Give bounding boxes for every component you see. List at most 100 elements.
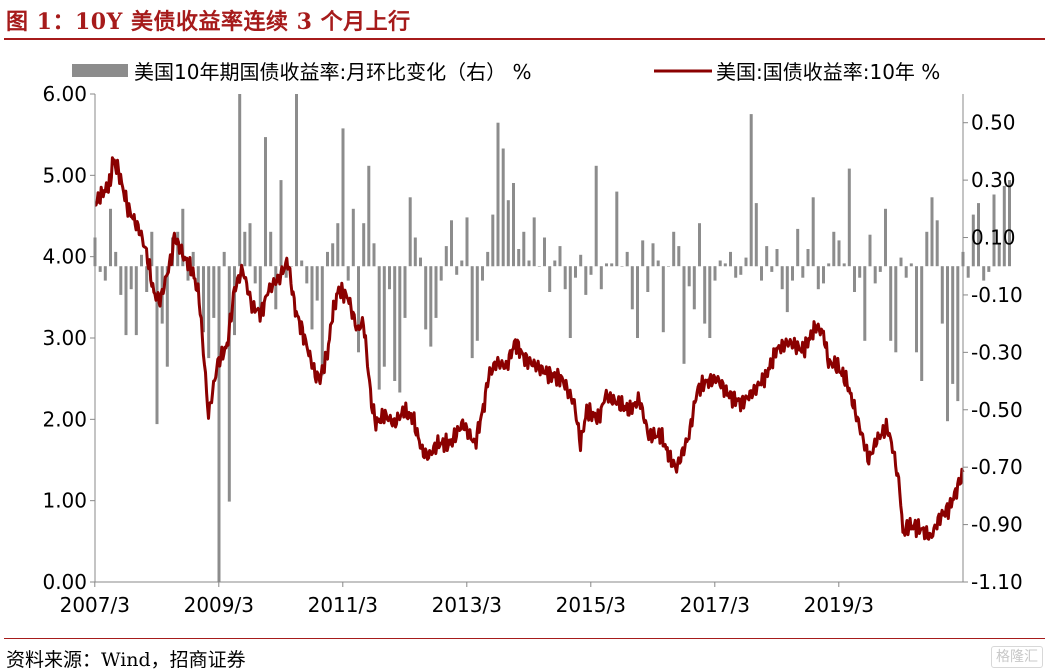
bar-mark <box>713 266 717 281</box>
bar-mark <box>584 266 588 295</box>
bar-mark <box>915 266 918 353</box>
bar-mark <box>878 266 882 272</box>
bar-mark <box>346 266 350 281</box>
y-left-tick-label: 5.00 <box>42 163 87 187</box>
bar-mark <box>925 231 929 267</box>
bar-mark <box>98 266 102 272</box>
bar-mark <box>119 266 123 295</box>
bar-mark <box>574 266 577 278</box>
bar-mark <box>470 266 474 359</box>
bar-mark <box>227 266 231 502</box>
bar-mark <box>393 266 397 381</box>
bar-mark <box>310 266 314 330</box>
bar-mark <box>506 200 510 267</box>
bar-mark <box>419 257 422 267</box>
footer-divider <box>4 638 1045 639</box>
title-divider <box>4 38 1045 40</box>
y-right-tick-label: 0.10 <box>971 226 1016 250</box>
chart-area: 0.00 1.00 2.00 3.00 4.00 5.00 6.00 0.50 0.30 0.10… <box>42 60 1023 617</box>
bar-mark <box>377 266 381 390</box>
bar-mark <box>181 208 185 267</box>
y-left-tick-label: 1.00 <box>42 489 87 513</box>
bar-mark <box>527 260 531 267</box>
bar-mark <box>403 266 407 318</box>
bar-mark <box>269 231 273 267</box>
bar-mark <box>636 266 639 338</box>
y-right-tick-label: -1.10 <box>971 570 1023 594</box>
bar-mark <box>589 266 593 275</box>
bar-mark <box>971 214 975 267</box>
bar-mark <box>884 208 887 267</box>
bar-mark <box>765 246 769 267</box>
bar-mark <box>537 266 541 267</box>
bar-mark <box>646 266 650 292</box>
bar-mark <box>909 263 913 267</box>
bar-mark <box>620 266 624 267</box>
bar-mark <box>796 228 800 267</box>
bar-mark <box>429 266 433 347</box>
bar-mark <box>233 266 236 336</box>
bar-mark <box>889 266 893 341</box>
bar-mark <box>837 240 841 267</box>
x-tick-label: 2015/3 <box>556 593 626 617</box>
y-right-tick-label: -0.50 <box>971 398 1023 422</box>
y-right-tick-label: -0.70 <box>971 455 1023 479</box>
bar-mark <box>1002 185 1006 267</box>
bar-mark <box>656 260 660 267</box>
bar-mark <box>465 217 469 267</box>
bar-mark <box>475 266 479 341</box>
bar-mark <box>424 266 428 330</box>
bar-mark <box>124 266 128 336</box>
bar-mark <box>661 266 665 333</box>
bar-mark <box>248 223 252 267</box>
y-left-tick-label: 4.00 <box>42 245 87 269</box>
y-right-tick-label: 0.30 <box>971 168 1016 192</box>
bar-mark <box>532 217 536 267</box>
bar-mark <box>455 266 459 275</box>
bar-mark <box>816 266 820 290</box>
bar-mark <box>579 254 583 267</box>
bar-mark <box>140 254 143 267</box>
bar-mark <box>486 251 490 267</box>
bar-mark <box>186 266 190 281</box>
bar-mark <box>858 266 862 278</box>
x-tick-label: 2011/3 <box>308 593 378 617</box>
source-note: 资料来源：Wind，招商证券 <box>6 649 246 671</box>
bar-mark <box>243 231 247 267</box>
y-left-tick-label: 2.00 <box>42 407 87 431</box>
watermark-logo: 格隆汇 <box>991 646 1043 668</box>
x-tick-label: 2009/3 <box>184 593 254 617</box>
bar-mark <box>610 263 614 267</box>
y-right-tick-label: 0.50 <box>971 111 1016 135</box>
bar-mark <box>212 266 216 318</box>
bar-mark <box>698 223 701 267</box>
bar-mark <box>512 183 515 267</box>
x-tick-label: 2019/3 <box>804 593 874 617</box>
bar-mark <box>703 266 707 324</box>
bar-mark <box>207 266 211 359</box>
bar-mark <box>801 266 805 278</box>
bar-mark <box>729 251 732 267</box>
bar-mark <box>734 266 738 278</box>
bar-mark <box>744 257 748 267</box>
legend-bar-label: 美国10年期国债收益率:月环比变化（右） % <box>134 60 532 84</box>
bar-mark <box>940 266 944 324</box>
bar-mark <box>501 148 505 267</box>
bar-mark <box>811 197 815 267</box>
bar-mark <box>599 266 603 290</box>
bar-mark <box>264 137 267 267</box>
bar-mark <box>625 251 629 267</box>
bar-mark <box>780 266 784 290</box>
bar-mark <box>279 180 283 267</box>
bar-mark <box>904 266 908 278</box>
bar-mark <box>367 165 371 267</box>
bar-mark <box>708 266 712 338</box>
bar-mark <box>481 266 484 281</box>
bar-mark <box>408 197 412 267</box>
bar-mark <box>444 246 448 267</box>
bar-mark <box>563 266 567 290</box>
page-title: 图 1：10Y 美债收益率连续 3 个月上行 <box>6 9 411 35</box>
bar-mark <box>754 203 758 267</box>
bar-mark <box>651 243 655 267</box>
bar-mark <box>491 214 495 267</box>
